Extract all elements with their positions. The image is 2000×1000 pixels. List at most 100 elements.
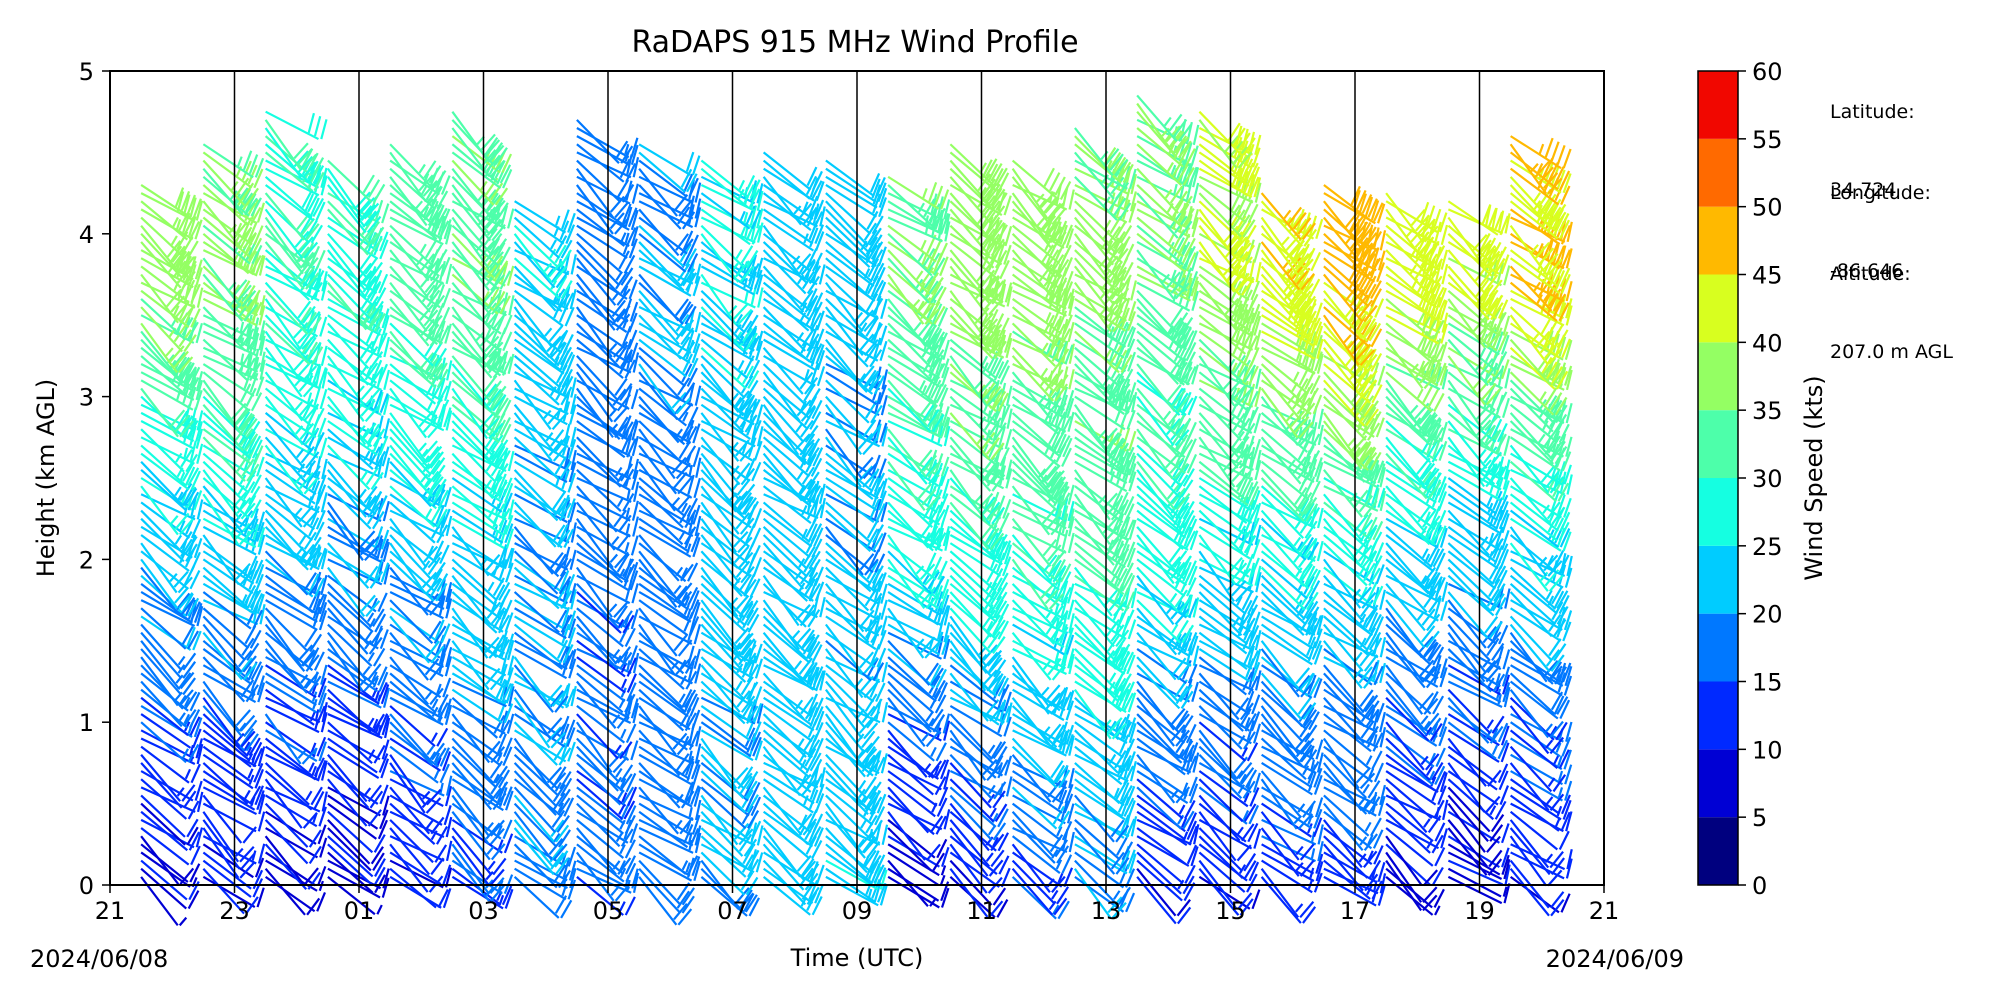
wind-barb-feather xyxy=(194,259,203,280)
wind-barb xyxy=(202,811,255,863)
wind-barb-feather xyxy=(630,740,639,761)
wind-barb-feather xyxy=(259,295,266,316)
wind-barb xyxy=(576,485,632,533)
wind-barb-half-feather xyxy=(487,860,496,871)
wind-barb-staff xyxy=(264,518,305,567)
wind-barb-half-feather xyxy=(620,728,627,739)
wind-barb-half-feather xyxy=(621,678,628,689)
wind-barb xyxy=(265,745,327,781)
wind-barb-staff xyxy=(202,404,245,452)
wind-barb-feather xyxy=(256,790,265,811)
wind-barb-staff xyxy=(140,843,189,883)
wind-barb-half-feather xyxy=(625,523,631,534)
wind-barb-feather xyxy=(241,160,252,181)
wind-barb-feather xyxy=(241,328,255,347)
wind-barb-staff xyxy=(202,591,252,630)
wind-barb-half-feather xyxy=(624,541,630,553)
wind-barb-staff xyxy=(264,347,303,398)
wind-barb-feather xyxy=(307,465,321,484)
wind-barb xyxy=(202,477,262,519)
wind-barb xyxy=(140,648,197,696)
wind-barb-feather xyxy=(819,597,826,618)
wind-barb-staff xyxy=(140,379,194,411)
wind-barb-half-feather xyxy=(678,693,686,704)
wind-barb-feather xyxy=(243,369,253,390)
wind-barb-feather xyxy=(236,497,252,514)
wind-barb-feather xyxy=(693,624,702,645)
wind-barb-feather xyxy=(254,785,264,806)
wind-barb-feather xyxy=(383,418,391,439)
wind-barb-feather xyxy=(252,593,264,613)
wind-barb-feather xyxy=(258,794,266,815)
wind-barb-staff xyxy=(140,273,179,324)
wind-barb-feather xyxy=(508,295,515,316)
wind-barb-staff xyxy=(202,672,257,704)
wind-barb-feather xyxy=(252,747,264,768)
wind-barb xyxy=(264,444,319,495)
wind-barb xyxy=(140,306,197,353)
wind-barb-feather xyxy=(173,250,188,269)
wind-barb-staff xyxy=(825,338,865,388)
wind-barb-staff xyxy=(202,558,254,595)
wind-barb-staff xyxy=(762,501,810,543)
wind-barb-half-feather xyxy=(614,744,622,755)
wind-barb-staff xyxy=(264,444,304,495)
wind-barb-feather xyxy=(189,440,197,461)
wind-barb-staff xyxy=(265,591,318,623)
wind-barb xyxy=(389,762,442,814)
wind-barb-half-feather xyxy=(245,665,252,676)
wind-barb-half-feather xyxy=(608,603,618,613)
wind-barb-feather xyxy=(383,369,391,391)
wind-barb-staff xyxy=(202,306,246,352)
wind-barb-feather xyxy=(253,225,264,245)
wind-barb-staff xyxy=(140,542,178,594)
wind-barb-feather xyxy=(195,738,203,759)
wind-barb-feather xyxy=(241,458,255,477)
wind-barb-feather xyxy=(245,684,259,703)
wind-barb-feather xyxy=(187,597,200,617)
wind-barb-staff xyxy=(202,273,244,322)
wind-barb-staff xyxy=(140,444,187,487)
wind-barb-feather xyxy=(250,237,263,257)
wind-barb-feather xyxy=(308,647,320,667)
wind-barb-staff xyxy=(887,778,936,818)
wind-barb-feather xyxy=(181,462,194,482)
wind-barb-feather xyxy=(238,226,253,244)
wind-barb xyxy=(202,338,262,382)
wind-barb-feather xyxy=(248,289,261,309)
wind-barb-feather xyxy=(239,528,255,546)
wind-barb-feather xyxy=(304,628,318,648)
wind-barb-feather xyxy=(881,824,889,845)
wind-barb-feather xyxy=(241,290,257,308)
wind-barb-feather xyxy=(195,421,203,442)
wind-barb-staff xyxy=(202,322,257,352)
wind-barb-staff xyxy=(202,184,249,227)
wind-barb-feather xyxy=(187,743,200,763)
wind-barb-feather xyxy=(567,741,576,762)
wind-barb-staff xyxy=(762,452,803,502)
wind-barb-feather xyxy=(253,168,264,189)
wind-barb-feather xyxy=(189,709,201,729)
wind-barb-feather xyxy=(245,192,257,213)
wind-barb xyxy=(265,827,328,859)
wind-barb-feather xyxy=(242,231,257,250)
wind-barb xyxy=(763,493,826,520)
wind-barb-feather xyxy=(249,362,262,382)
wind-barb-feather xyxy=(257,682,266,703)
wind-barb-feather xyxy=(367,784,382,803)
wind-barb-feather xyxy=(169,345,185,363)
wind-barb xyxy=(265,664,327,699)
wind-barb xyxy=(140,330,195,380)
wind-barb-half-feather xyxy=(307,392,313,403)
wind-barb-feather xyxy=(377,592,388,612)
wind-barb-staff xyxy=(700,737,738,790)
wind-barb-staff xyxy=(140,534,190,572)
wind-barb xyxy=(264,835,319,885)
wind-barb-feather xyxy=(251,439,263,459)
wind-barb-staff xyxy=(264,819,309,865)
wind-barb xyxy=(264,868,321,916)
wind-barb-staff xyxy=(202,745,253,784)
wind-barb-half-feather xyxy=(243,789,251,800)
wind-barb-feather xyxy=(183,194,191,215)
wind-barb-half-feather xyxy=(424,690,433,700)
